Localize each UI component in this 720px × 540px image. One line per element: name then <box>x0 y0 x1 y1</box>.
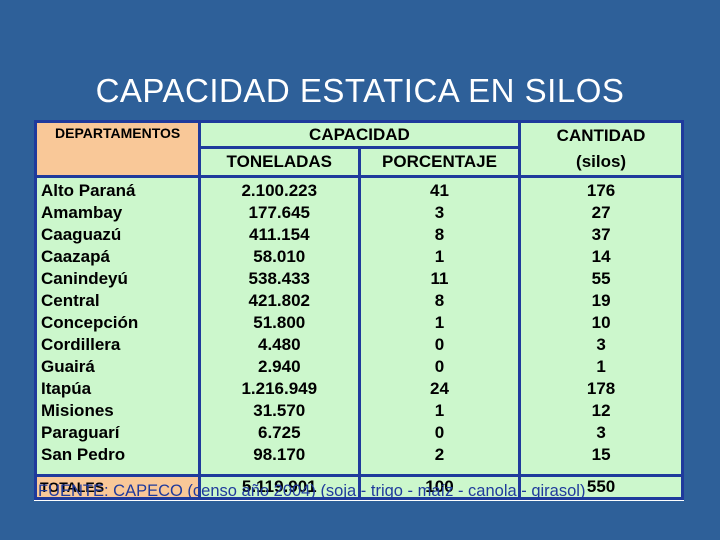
toneladas-cell: 421.802 <box>248 291 310 310</box>
source-note: FUENTE: CAPECO (censo año 2004) (soja - … <box>38 482 586 500</box>
porcentaje-cell: 0 <box>434 357 445 376</box>
toneladas-cell: 2.100.223 <box>241 181 318 200</box>
slide-title: CAPACIDAD ESTATICA EN SILOS <box>95 72 625 109</box>
toneladas-cell: 31.570 <box>253 401 306 420</box>
silos-table-container: DEPARTAMENTOS CAPACIDAD CANTIDAD (silos)… <box>34 119 684 501</box>
totals-toneladas: 5.119.901 <box>197 474 361 500</box>
cantidad-cell: 10 <box>591 313 611 332</box>
cantidad-cell: 176 <box>586 181 616 200</box>
totals-porcentaje: 100 <box>357 474 522 500</box>
departamento-cell: Canindeyú <box>41 269 128 288</box>
toneladas-cell: 411.154 <box>249 225 310 244</box>
departamento-cell: Alto Paraná <box>41 181 136 200</box>
cantidad-cell: 12 <box>591 401 611 420</box>
cantidad-cell: 1 <box>596 357 606 376</box>
departamento-cell: San Pedro <box>41 445 126 464</box>
header-departamentos: DEPARTAMENTOS <box>34 120 201 178</box>
header-cantidad-label: CANTIDAD <box>556 126 646 145</box>
departamento-cell: Caaguazú <box>41 225 122 244</box>
toneladas-cell: 1.216.949 <box>241 379 318 398</box>
porcentaje-cell: 11 <box>430 269 449 288</box>
header-capacidad: CAPACIDAD <box>197 119 522 150</box>
cantidad-cell: 3 <box>596 423 606 442</box>
toneladas-cell: 58.010 <box>253 247 306 266</box>
totals-cantidad: 550 <box>518 474 684 500</box>
porcentaje-cell: 1 <box>434 313 445 332</box>
departamento-cell: Guairá <box>41 357 95 376</box>
departamento-cell: Caazapá <box>41 247 110 266</box>
header-silos-label: (silos) <box>576 152 627 171</box>
departamento-cell: Itapúa <box>41 379 92 398</box>
porcentaje-cell: 8 <box>434 291 445 310</box>
departamento-cell: Misiones <box>41 401 114 420</box>
header-cantidad: CANTIDAD (silos) <box>518 120 684 178</box>
departamento-cell: Concepción <box>41 313 139 332</box>
silos-table: DEPARTAMENTOS CAPACIDAD CANTIDAD (silos)… <box>34 119 684 500</box>
porcentaje-cell: 24 <box>430 379 449 398</box>
porcentaje-cell: 3 <box>434 203 445 222</box>
toneladas-cell: 98.170 <box>253 445 306 464</box>
porcentaje-cell: 8 <box>434 225 445 244</box>
totals-label: TOTALES <box>34 474 201 500</box>
cantidad-cell: 37 <box>591 225 611 244</box>
cantidad-cell: 14 <box>591 247 611 266</box>
toneladas-cell: 177.645 <box>248 203 310 222</box>
departamento-cell: Paraguarí <box>41 423 120 442</box>
toneladas-cell: 2.940 <box>258 357 301 376</box>
header-toneladas: TONELADAS <box>197 146 361 178</box>
cantidad-cell: 3 <box>596 335 606 354</box>
column-departamentos: Alto Paraná Amambay Caaguazú Caazapá Can… <box>34 175 201 477</box>
header-porcentaje: PORCENTAJE <box>357 146 522 178</box>
departamento-cell: Cordillera <box>41 335 121 354</box>
toneladas-cell: 4.480 <box>258 335 301 354</box>
porcentaje-cell: 1 <box>434 247 445 266</box>
porcentaje-cell: 1 <box>434 401 445 420</box>
porcentaje-cell: 0 <box>434 335 445 354</box>
column-porcentaje: 41 3 8 1 11 8 1 0 0 24 1 0 2 <box>357 175 522 477</box>
cantidad-cell: 178 <box>586 379 616 398</box>
porcentaje-cell: 0 <box>434 423 445 442</box>
column-toneladas: 2.100.223 177.645 411.154 58.010 538.433… <box>197 175 361 477</box>
cantidad-cell: 55 <box>591 269 611 288</box>
toneladas-cell: 538.433 <box>248 269 310 288</box>
porcentaje-cell: 41 <box>430 181 449 200</box>
porcentaje-cell: 2 <box>434 445 445 464</box>
cantidad-cell: 27 <box>591 203 611 222</box>
departamento-cell: Central <box>41 291 100 310</box>
departamento-cell: Amambay <box>41 203 123 222</box>
toneladas-cell: 51.800 <box>253 313 306 332</box>
toneladas-cell: 6.725 <box>258 423 301 442</box>
cantidad-cell: 15 <box>591 445 611 464</box>
cantidad-cell: 19 <box>591 291 611 310</box>
column-cantidad: 176 27 37 14 55 19 10 3 1 178 12 3 15 <box>518 175 684 477</box>
